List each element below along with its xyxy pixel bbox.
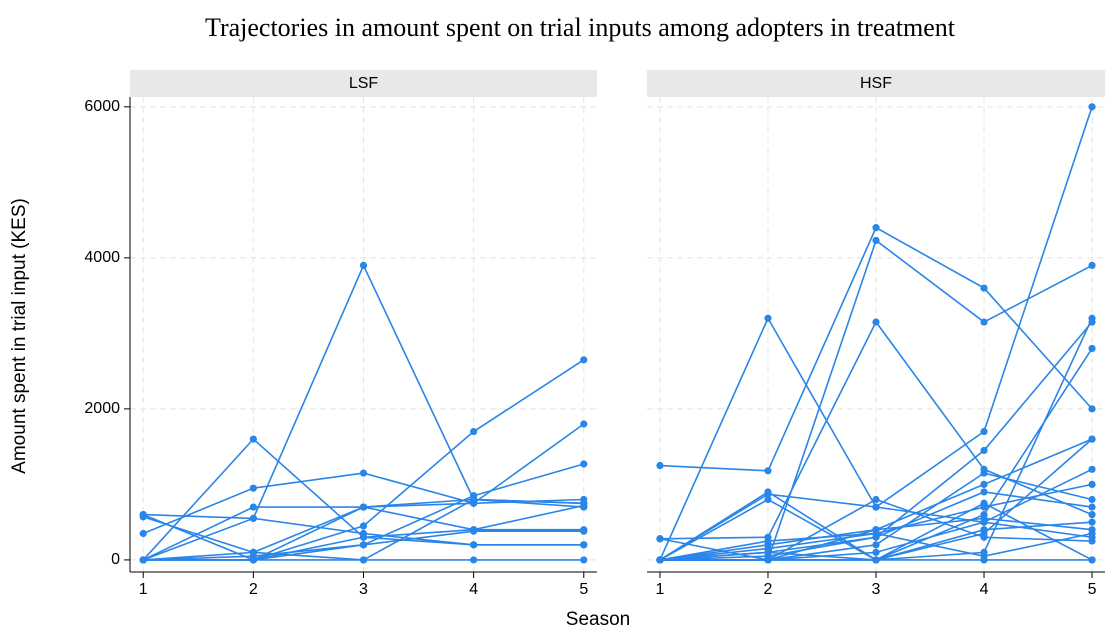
data-point	[580, 495, 588, 504]
data-point	[359, 469, 368, 477]
y-axis-label: Amount spent in trial input (KES)	[9, 198, 30, 474]
data-point	[980, 446, 988, 455]
x-tick-label: 1	[656, 581, 665, 598]
data-point	[470, 427, 478, 436]
data-point	[249, 556, 257, 564]
data-point	[359, 541, 368, 549]
data-point	[872, 548, 880, 556]
x-tick-label: 1	[139, 581, 148, 598]
x-tick-label: 2	[764, 581, 773, 598]
data-point	[980, 488, 988, 496]
data-point	[764, 314, 772, 322]
data-point	[980, 529, 988, 538]
data-point	[580, 460, 588, 468]
x-tick-label: 5	[579, 581, 588, 598]
data-point	[872, 495, 880, 504]
data-point	[656, 556, 664, 564]
data-point	[1088, 518, 1096, 526]
data-point	[656, 461, 664, 470]
data-point	[764, 556, 772, 564]
x-tick-label: 3	[359, 581, 368, 598]
facet-label: HSF	[860, 75, 892, 92]
data-point	[359, 522, 368, 530]
data-point	[139, 511, 147, 519]
data-point	[980, 514, 988, 522]
data-point	[580, 356, 588, 364]
data-point	[470, 541, 478, 549]
data-point	[139, 556, 147, 564]
y-tick-label: 4000	[84, 249, 120, 266]
data-point	[980, 556, 988, 564]
data-point	[980, 469, 988, 477]
y-tick-label: 0	[111, 551, 120, 568]
data-point	[1088, 465, 1096, 473]
data-point	[470, 556, 478, 564]
x-tick-label: 4	[469, 581, 478, 598]
data-point	[580, 556, 588, 564]
data-point	[139, 529, 147, 538]
data-point	[1088, 537, 1096, 545]
data-point	[764, 488, 772, 496]
data-point	[1088, 261, 1096, 270]
data-point	[872, 236, 880, 245]
data-point	[1088, 526, 1096, 534]
data-point	[980, 427, 988, 436]
data-point	[980, 499, 988, 507]
data-point	[764, 495, 772, 504]
x-tick-label: 5	[1088, 581, 1097, 598]
data-point	[1088, 344, 1096, 353]
data-point	[872, 556, 880, 564]
data-point	[249, 514, 257, 522]
data-point	[1088, 480, 1096, 489]
data-point	[359, 556, 368, 564]
facet-label: LSF	[349, 75, 379, 92]
data-point	[872, 224, 880, 232]
data-point	[470, 499, 478, 507]
data-point	[580, 527, 588, 535]
data-point	[764, 467, 772, 475]
data-point	[764, 537, 772, 545]
data-point	[580, 420, 588, 428]
data-point	[764, 548, 772, 556]
y-tick-label: 6000	[84, 98, 120, 115]
data-point	[359, 261, 368, 270]
data-point	[359, 533, 368, 541]
data-point	[1088, 318, 1096, 326]
data-point	[1088, 103, 1096, 111]
data-point	[1088, 511, 1096, 519]
data-point	[359, 503, 368, 511]
x-tick-label: 2	[249, 581, 258, 598]
x-tick-label: 3	[872, 581, 881, 598]
data-point	[1088, 503, 1096, 511]
data-point	[580, 541, 588, 549]
x-axis-label: Season	[566, 609, 630, 630]
data-point	[980, 318, 988, 326]
facet-strip	[130, 70, 597, 97]
data-point	[1088, 556, 1096, 564]
data-point	[470, 526, 478, 534]
data-point	[872, 318, 880, 326]
data-point	[1088, 435, 1096, 443]
data-point	[872, 503, 880, 511]
data-point	[249, 484, 257, 492]
data-point	[249, 548, 257, 556]
data-point	[1088, 405, 1096, 413]
x-tick-label: 4	[980, 581, 989, 598]
data-point	[249, 503, 257, 511]
chart-title: Trajectories in amount spent on trial in…	[205, 13, 956, 42]
data-point	[872, 541, 880, 549]
data-point	[249, 435, 257, 443]
facet-strip	[647, 70, 1105, 97]
data-point	[1088, 495, 1096, 504]
data-point	[580, 501, 588, 510]
data-point	[872, 526, 880, 534]
data-point	[656, 535, 664, 543]
data-point	[980, 480, 988, 489]
data-point	[980, 284, 988, 292]
y-tick-label: 2000	[84, 400, 120, 417]
